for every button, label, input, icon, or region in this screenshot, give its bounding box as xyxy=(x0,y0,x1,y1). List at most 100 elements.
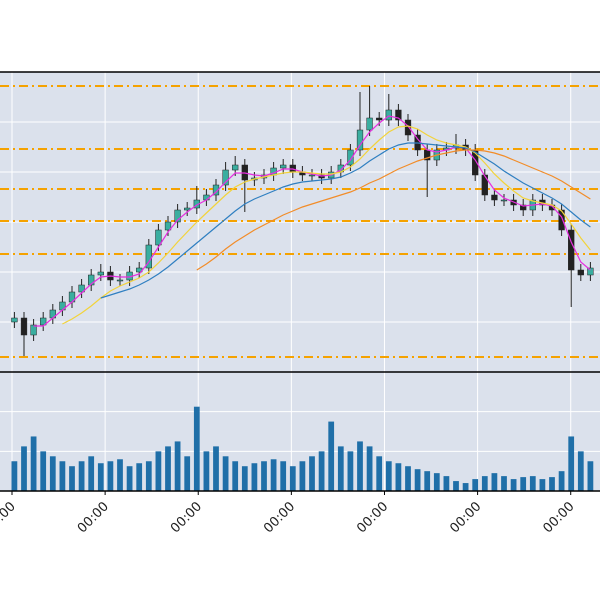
volume-bar xyxy=(385,461,392,491)
volume-bar xyxy=(587,461,594,491)
volume-bar xyxy=(376,456,383,491)
candle-body xyxy=(577,269,584,276)
x-tick-label: 00:00 xyxy=(447,499,484,536)
volume-bar xyxy=(203,451,210,491)
volume-bar xyxy=(414,469,421,491)
volume-bar xyxy=(309,456,315,491)
moving-average xyxy=(33,115,591,327)
candle-body xyxy=(88,274,95,286)
candle-body xyxy=(97,271,104,276)
volume-bar xyxy=(155,451,162,491)
candle-body xyxy=(558,209,565,231)
candle-body xyxy=(587,267,594,276)
volume-bar xyxy=(193,406,200,491)
candle-body xyxy=(222,169,229,186)
volume-bar xyxy=(117,459,123,491)
candle-body xyxy=(356,129,364,151)
volume-bar xyxy=(481,476,488,491)
volume-bar xyxy=(30,436,37,491)
volume-bar xyxy=(69,466,75,491)
candle-body xyxy=(491,194,498,201)
x-tick-label: 00:00 xyxy=(261,499,298,536)
volume-bar xyxy=(280,461,287,491)
x-tick-label: 00:00 xyxy=(168,499,205,536)
volume-bar xyxy=(491,473,498,491)
volume-bar xyxy=(78,461,85,491)
candle-body xyxy=(212,184,220,196)
volume-bar xyxy=(520,477,527,491)
x-tick-label: 00:00 xyxy=(0,499,19,536)
volume-bar xyxy=(501,476,507,491)
candle-body xyxy=(232,164,239,171)
candle-body xyxy=(30,324,37,336)
candle-body xyxy=(78,284,85,293)
candle-body xyxy=(174,209,181,223)
volume-bar xyxy=(222,456,229,491)
volume-bar xyxy=(453,481,459,491)
volume-bar xyxy=(97,463,104,491)
volume-bar xyxy=(49,456,56,491)
volume-bar xyxy=(165,446,171,491)
candle-body xyxy=(347,149,354,166)
x-tick-label: 00:00 xyxy=(540,499,577,536)
volume-bar xyxy=(270,459,277,491)
volume-bar xyxy=(251,463,258,491)
volume-bar xyxy=(529,476,536,491)
candle-body xyxy=(395,109,402,121)
volume-bar xyxy=(347,451,354,491)
volume-bar xyxy=(126,466,133,491)
candle-body xyxy=(155,229,162,246)
volume-bar xyxy=(145,461,152,491)
candle-body xyxy=(520,204,527,211)
candle-body xyxy=(385,109,392,121)
candle-body xyxy=(164,221,172,231)
volume-bar xyxy=(184,456,191,491)
volume-bar xyxy=(328,421,335,491)
moving-average xyxy=(100,142,591,299)
volume-bar xyxy=(366,446,373,491)
candle-body xyxy=(184,207,191,211)
volume-bar xyxy=(318,451,325,491)
volume-bar xyxy=(424,471,431,491)
candle-body xyxy=(568,229,575,271)
volume-bar xyxy=(337,446,344,491)
candle-body xyxy=(500,199,508,202)
candle-body xyxy=(11,317,18,323)
volume-bar xyxy=(232,461,239,491)
moving-average xyxy=(196,149,591,271)
volume-bar xyxy=(433,473,440,491)
volume-bar xyxy=(88,456,95,491)
candle-body xyxy=(366,117,373,131)
volume-bar xyxy=(107,461,114,491)
candle-body xyxy=(404,119,412,136)
x-tick-label: 00:00 xyxy=(354,499,391,536)
volume-bar xyxy=(21,446,27,491)
volume-bar xyxy=(213,446,219,491)
volume-bar xyxy=(289,466,296,491)
volume-bar xyxy=(462,483,469,491)
volume-bar xyxy=(539,479,546,491)
volume-bar xyxy=(405,466,411,491)
candle-body xyxy=(40,317,47,326)
volume-bar xyxy=(261,461,267,491)
candle-body xyxy=(308,174,316,177)
volume-bar xyxy=(241,466,248,491)
volume-bar xyxy=(510,479,517,491)
volume-bar xyxy=(357,441,363,491)
volume-bar xyxy=(443,476,450,491)
candle-body xyxy=(116,279,124,282)
volume-bar xyxy=(40,451,47,491)
candle-body xyxy=(280,164,287,169)
volume-bar xyxy=(299,461,306,491)
volume-bar xyxy=(558,471,565,491)
volume-bar xyxy=(11,461,18,491)
volume-bar xyxy=(549,477,555,491)
candle-body xyxy=(20,317,28,336)
moving-average xyxy=(62,125,591,325)
x-tick-label: 00:00 xyxy=(75,499,112,536)
volume-bar xyxy=(174,441,181,491)
volume-bar xyxy=(136,463,143,491)
volume-bar xyxy=(59,461,66,491)
